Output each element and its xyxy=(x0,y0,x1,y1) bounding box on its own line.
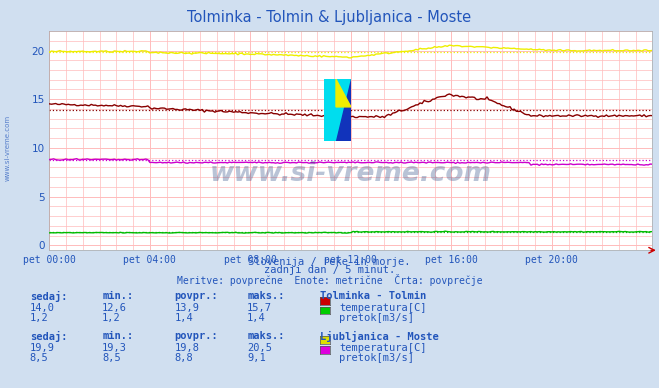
Text: 9,1: 9,1 xyxy=(247,353,266,363)
Text: 1,4: 1,4 xyxy=(247,313,266,323)
Text: 1,2: 1,2 xyxy=(30,313,48,323)
Text: 15,7: 15,7 xyxy=(247,303,272,314)
Text: Meritve: povprečne  Enote: metrične  Črta: povprečje: Meritve: povprečne Enote: metrične Črta:… xyxy=(177,274,482,286)
Text: 8,5: 8,5 xyxy=(30,353,48,363)
Text: Slovenija / reke in morje.: Slovenija / reke in morje. xyxy=(248,257,411,267)
Text: temperatura[C]: temperatura[C] xyxy=(339,343,427,353)
Text: 19,9: 19,9 xyxy=(30,343,55,353)
Text: 1,4: 1,4 xyxy=(175,313,193,323)
Text: sedaj:: sedaj: xyxy=(30,331,67,341)
Text: maks.:: maks.: xyxy=(247,291,285,301)
Text: Tolminka - Tolmin & Ljubljanica - Moste: Tolminka - Tolmin & Ljubljanica - Moste xyxy=(187,10,472,25)
Text: 8,5: 8,5 xyxy=(102,353,121,363)
Text: povpr.:: povpr.: xyxy=(175,331,218,341)
Text: 13,9: 13,9 xyxy=(175,303,200,314)
Text: 20,5: 20,5 xyxy=(247,343,272,353)
Text: 1,2: 1,2 xyxy=(102,313,121,323)
Text: pretok[m3/s]: pretok[m3/s] xyxy=(339,313,415,323)
Text: 14,0: 14,0 xyxy=(30,303,55,314)
Text: zadnji dan / 5 minut.: zadnji dan / 5 minut. xyxy=(264,265,395,275)
Text: temperatura[C]: temperatura[C] xyxy=(339,303,427,314)
Text: Tolminka - Tolmin: Tolminka - Tolmin xyxy=(320,291,426,301)
Text: sedaj:: sedaj: xyxy=(30,291,67,302)
Text: min.:: min.: xyxy=(102,331,133,341)
Text: 8,8: 8,8 xyxy=(175,353,193,363)
Text: www.si-vreme.com: www.si-vreme.com xyxy=(5,114,11,180)
Text: www.si-vreme.com: www.si-vreme.com xyxy=(210,161,492,187)
Text: pretok[m3/s]: pretok[m3/s] xyxy=(339,353,415,363)
Text: 19,3: 19,3 xyxy=(102,343,127,353)
Text: povpr.:: povpr.: xyxy=(175,291,218,301)
Text: maks.:: maks.: xyxy=(247,331,285,341)
Text: 12,6: 12,6 xyxy=(102,303,127,314)
Text: Ljubljanica - Moste: Ljubljanica - Moste xyxy=(320,331,438,341)
Text: min.:: min.: xyxy=(102,291,133,301)
Text: 19,8: 19,8 xyxy=(175,343,200,353)
